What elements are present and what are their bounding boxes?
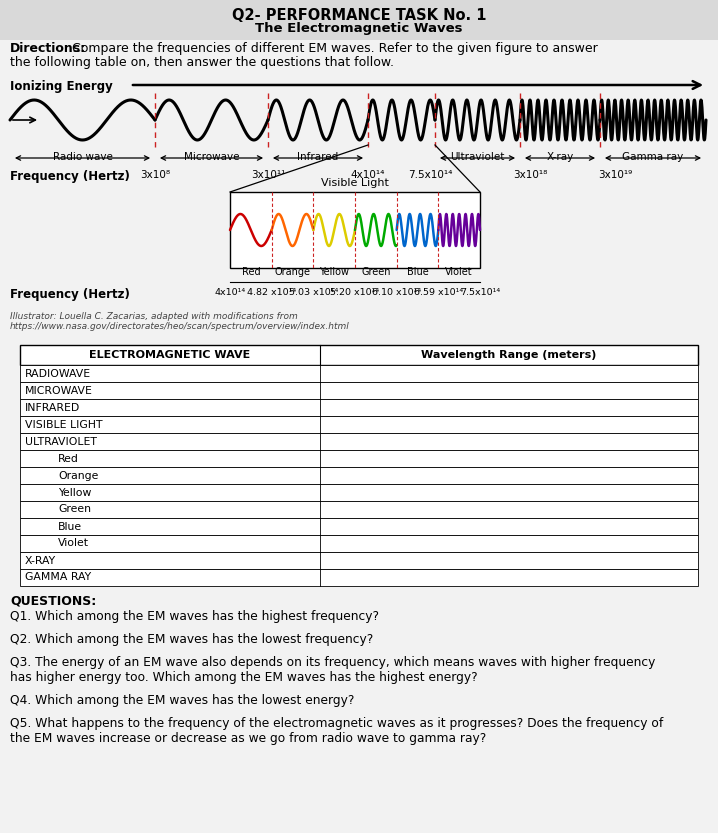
Text: VISIBLE LIGHT: VISIBLE LIGHT (25, 420, 103, 430)
Bar (20, 552, 698, 569)
Text: GAMMA RAY: GAMMA RAY (25, 572, 91, 582)
Bar (20, 450, 698, 467)
Bar (20, 569, 698, 586)
Bar (20, 467, 698, 484)
Text: The Electromagnetic Waves: The Electromagnetic Waves (256, 22, 462, 35)
Bar (0, 0, 718, 40)
Bar (20, 345, 698, 365)
Text: ELECTROMAGNETIC WAVE: ELECTROMAGNETIC WAVE (89, 350, 251, 360)
Text: Q5. What happens to the frequency of the electromagnetic waves as it progresses?: Q5. What happens to the frequency of the… (10, 717, 663, 745)
Text: Q1. Which among the EM waves has the highest frequency?: Q1. Which among the EM waves has the hig… (10, 610, 379, 623)
Text: MICROWAVE: MICROWAVE (25, 386, 93, 396)
Text: Orange: Orange (58, 471, 98, 481)
Text: Blue: Blue (406, 267, 429, 277)
Text: QUESTIONS:: QUESTIONS: (10, 594, 96, 607)
Text: Radio wave: Radio wave (52, 152, 113, 162)
Bar (20, 365, 698, 382)
Text: Ultraviolet: Ultraviolet (450, 152, 505, 162)
Text: 6.10 x10¹⁴: 6.10 x10¹⁴ (372, 288, 421, 297)
Text: 5.03 x10¹⁴: 5.03 x10¹⁴ (289, 288, 338, 297)
Text: Q2- PERFORMANCE TASK No. 1: Q2- PERFORMANCE TASK No. 1 (232, 8, 486, 23)
Text: Yellow: Yellow (58, 487, 91, 497)
Bar (20, 399, 698, 416)
Bar (20, 416, 698, 433)
Text: 7.5x10¹⁴: 7.5x10¹⁴ (408, 170, 452, 180)
Bar (20, 501, 698, 518)
Text: Red: Red (241, 267, 260, 277)
Text: ULTRAVIOLET: ULTRAVIOLET (25, 436, 97, 446)
Text: Q4. Which among the EM waves has the lowest energy?: Q4. Which among the EM waves has the low… (10, 694, 355, 707)
Text: 3x10¹¹: 3x10¹¹ (251, 170, 285, 180)
Text: Ionizing Energy: Ionizing Energy (10, 80, 113, 93)
Text: 3x10¹⁹: 3x10¹⁹ (598, 170, 632, 180)
Text: 5.20 x10¹⁴: 5.20 x10¹⁴ (330, 288, 380, 297)
Text: Gamma ray: Gamma ray (623, 152, 684, 162)
Text: Infrared: Infrared (297, 152, 339, 162)
Text: X-RAY: X-RAY (25, 556, 56, 566)
Text: INFRARED: INFRARED (25, 402, 80, 412)
Text: Q2. Which among the EM waves has the lowest frequency?: Q2. Which among the EM waves has the low… (10, 633, 373, 646)
Text: Microwave: Microwave (184, 152, 239, 162)
Text: Illustrator: Louella C. Zacarias, adapted with modifications from
https://www.na: Illustrator: Louella C. Zacarias, adapte… (10, 312, 350, 332)
Text: 7.5x10¹⁴: 7.5x10¹⁴ (460, 288, 500, 297)
Text: X-ray: X-ray (546, 152, 574, 162)
Bar (20, 518, 698, 535)
Text: Violet: Violet (445, 267, 473, 277)
Text: Blue: Blue (58, 521, 82, 531)
Bar (20, 484, 698, 501)
Text: 3x10⁸: 3x10⁸ (140, 170, 170, 180)
Text: 3x10¹⁸: 3x10¹⁸ (513, 170, 547, 180)
Text: Frequency (Hertz): Frequency (Hertz) (10, 288, 130, 301)
Text: 4x10¹⁴: 4x10¹⁴ (215, 288, 246, 297)
Text: Green: Green (361, 267, 391, 277)
Text: Wavelength Range (meters): Wavelength Range (meters) (421, 350, 597, 360)
Bar (230, 192, 480, 268)
Text: Orange: Orange (274, 267, 310, 277)
Text: Frequency (Hertz): Frequency (Hertz) (10, 170, 130, 183)
Text: Green: Green (58, 505, 91, 515)
Bar (20, 382, 698, 399)
Text: RADIOWAVE: RADIOWAVE (25, 368, 91, 378)
Text: 6.59 x10¹⁴: 6.59 x10¹⁴ (414, 288, 463, 297)
Text: Visible Light: Visible Light (321, 178, 389, 188)
Text: Yellow: Yellow (320, 267, 349, 277)
Text: Violet: Violet (58, 538, 89, 548)
Bar (20, 535, 698, 552)
Bar (20, 433, 698, 450)
Text: the following table on, then answer the questions that follow.: the following table on, then answer the … (10, 56, 394, 69)
Text: 4.82 x10¹⁴: 4.82 x10¹⁴ (247, 288, 297, 297)
Text: 4x10¹⁴: 4x10¹⁴ (351, 170, 385, 180)
Text: Red: Red (58, 453, 79, 463)
Text: Directions:: Directions: (10, 42, 86, 55)
Text: Q3. The energy of an EM wave also depends on its frequency, which means waves wi: Q3. The energy of an EM wave also depend… (10, 656, 656, 684)
Text: Compare the frequencies of different EM waves. Refer to the given figure to answ: Compare the frequencies of different EM … (68, 42, 598, 55)
